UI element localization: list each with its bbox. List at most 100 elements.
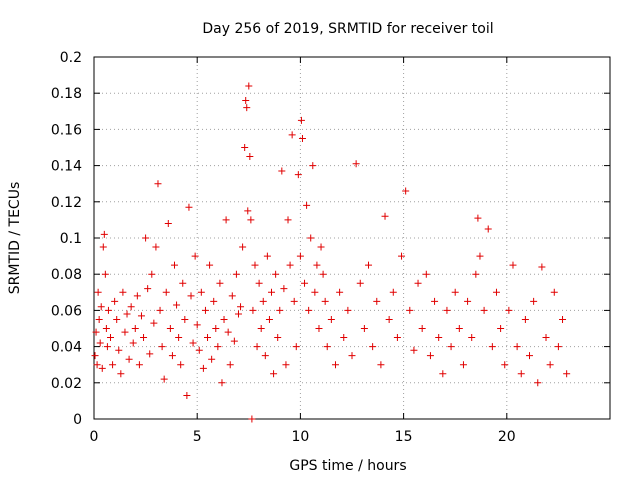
data-point xyxy=(104,306,112,314)
data-point xyxy=(144,285,152,293)
data-point xyxy=(369,343,377,351)
data-point xyxy=(377,361,385,369)
data-point xyxy=(431,297,439,305)
data-point xyxy=(154,180,162,188)
data-point xyxy=(249,306,257,314)
data-point xyxy=(99,243,107,251)
x-tick-label: 20 xyxy=(498,429,516,445)
data-point xyxy=(158,343,166,351)
data-point xyxy=(183,391,191,399)
data-point xyxy=(323,343,331,351)
data-point xyxy=(204,334,212,342)
data-point xyxy=(243,104,251,112)
data-point xyxy=(115,346,123,354)
data-point xyxy=(352,160,360,168)
data-point xyxy=(488,343,496,351)
data-points xyxy=(91,82,571,423)
data-point xyxy=(140,334,148,342)
data-point xyxy=(296,252,304,260)
data-point xyxy=(208,355,216,363)
chart-title: Day 256 of 2019, SRMTID for receiver toi… xyxy=(202,21,493,37)
data-point xyxy=(286,261,294,269)
data-point xyxy=(253,343,261,351)
data-point xyxy=(373,297,381,305)
data-point xyxy=(127,303,135,311)
data-point xyxy=(311,288,319,296)
data-point xyxy=(185,203,193,211)
data-point xyxy=(234,310,242,318)
data-point xyxy=(389,288,397,296)
data-point xyxy=(92,328,100,336)
data-point xyxy=(181,315,189,323)
data-point xyxy=(103,343,111,351)
data-point xyxy=(166,325,174,332)
y-tick-label: 0.2 xyxy=(60,50,82,66)
data-point xyxy=(97,303,105,311)
data-point xyxy=(244,207,252,215)
data-point xyxy=(305,306,313,314)
data-point xyxy=(402,187,410,195)
data-point xyxy=(191,252,199,260)
data-point xyxy=(251,261,259,269)
data-point xyxy=(265,315,273,323)
data-point xyxy=(534,379,542,387)
data-point xyxy=(276,306,284,314)
data-point xyxy=(344,306,352,314)
y-tick-label: 0.04 xyxy=(51,340,82,356)
data-point xyxy=(492,288,500,296)
data-point xyxy=(232,270,240,278)
data-point xyxy=(554,343,562,351)
data-point xyxy=(109,361,117,369)
data-point xyxy=(170,261,178,269)
data-point xyxy=(187,292,195,300)
y-axis-label: SRMTID / TECUs xyxy=(7,182,23,295)
data-point xyxy=(142,234,150,242)
data-point xyxy=(119,288,127,296)
data-point xyxy=(563,370,571,378)
data-point xyxy=(175,334,183,342)
data-point xyxy=(173,301,181,309)
x-tick-label: 5 xyxy=(193,429,202,445)
data-point xyxy=(193,321,201,329)
data-point xyxy=(336,288,344,296)
data-point xyxy=(307,234,315,242)
data-point xyxy=(356,279,364,287)
data-point xyxy=(246,153,254,161)
data-point xyxy=(426,352,434,360)
data-point xyxy=(228,292,236,300)
data-point xyxy=(98,364,106,372)
data-point xyxy=(100,230,108,238)
data-point xyxy=(272,270,280,278)
data-point xyxy=(220,315,228,323)
data-point xyxy=(131,325,139,332)
data-point xyxy=(497,325,505,332)
data-point xyxy=(230,337,238,345)
data-point xyxy=(435,334,443,342)
data-point xyxy=(476,252,484,260)
data-point xyxy=(422,270,430,278)
data-point xyxy=(148,270,156,278)
data-point xyxy=(222,216,230,224)
data-point xyxy=(214,343,222,351)
x-tick-label: 15 xyxy=(395,429,413,445)
data-point xyxy=(319,270,327,278)
data-point xyxy=(298,134,306,142)
data-point xyxy=(263,252,271,260)
axis-ticks: 0 0.02 0.04 0.06 0.08 0.1 0.12 0.14 0.16 0.18 0.2 0… xyxy=(51,50,610,445)
data-point xyxy=(517,370,525,378)
data-point xyxy=(550,288,558,296)
data-point xyxy=(216,279,224,287)
data-point xyxy=(398,252,406,260)
data-point xyxy=(297,116,305,124)
data-point xyxy=(301,279,309,287)
x-tick-label: 10 xyxy=(291,429,309,445)
data-point xyxy=(268,288,276,296)
data-point xyxy=(315,325,323,332)
plot-frame xyxy=(93,56,611,420)
data-point xyxy=(257,325,265,332)
data-point xyxy=(546,361,554,369)
data-point xyxy=(484,225,492,233)
data-point xyxy=(480,306,488,314)
y-tick-label: 0.14 xyxy=(51,159,82,175)
data-point xyxy=(101,270,109,278)
